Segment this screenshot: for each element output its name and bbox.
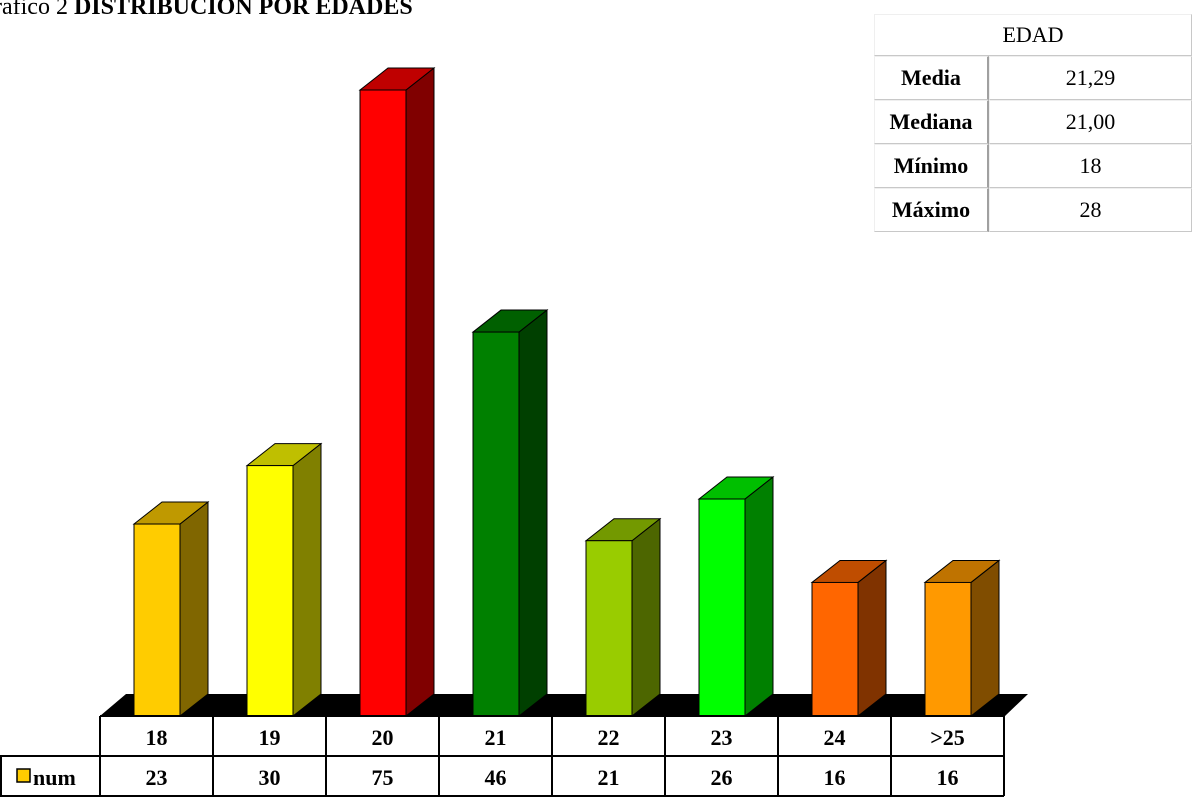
stats-row: Máximo 28 [874,188,1192,232]
bar-side [292,442,322,718]
bar [359,89,407,717]
x-tick-label: 20 [372,725,394,750]
x-tick-label: 21 [485,725,507,750]
x-tick-label: >25 [930,725,965,750]
bar [585,540,633,717]
x-tick-label: 24 [824,725,846,750]
chart-title: rafico 2 DISTRIBUCION POR EDADES [0,0,413,21]
x-tick-label: 18 [146,725,168,750]
data-label: 16 [824,765,846,790]
data-label: 30 [259,765,281,790]
stats-row: Mediana 21,00 [874,100,1192,144]
bar-side [179,500,209,718]
x-tick-label: 23 [711,725,733,750]
bar [246,465,294,717]
stats-header: EDAD [874,14,1192,56]
stats-row: Mínimo 18 [874,144,1192,188]
bar [472,331,520,717]
bar [698,498,746,717]
bar-side [518,309,548,718]
data-label: 21 [598,765,620,790]
bar [811,581,859,717]
stats-label: Máximo [874,188,989,232]
stats-value: 21,00 [989,100,1192,144]
data-label: 75 [372,765,394,790]
x-tick-label: 22 [598,725,620,750]
bar-side [970,559,1000,718]
bar-side [744,475,774,718]
stats-label: Mínimo [874,144,989,188]
stats-label: Media [874,56,989,100]
bar [133,523,181,717]
x-tick-label: 19 [259,725,281,750]
legend-label: num [33,765,76,790]
bar [924,581,972,717]
chart-floor [100,694,1028,716]
data-label: 46 [485,765,507,790]
bar-side [857,559,887,718]
data-label: 26 [711,765,733,790]
stats-label: Mediana [874,100,989,144]
bar-side [405,66,435,718]
legend-swatch [16,768,31,783]
data-label: 23 [146,765,168,790]
title-prefix: rafico 2 [0,0,68,20]
data-label: 16 [937,765,959,790]
bar-side [631,517,661,718]
title-main: DISTRIBUCION POR EDADES [73,0,413,20]
